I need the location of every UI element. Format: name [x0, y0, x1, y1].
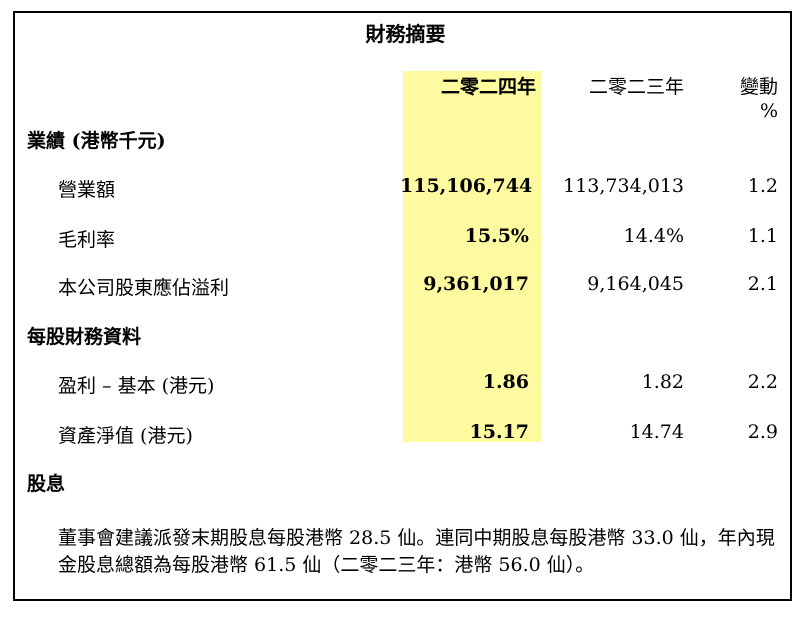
- section-heading-results: 業績 (港幣千元): [27, 130, 166, 152]
- column-header-change-unit: %: [759, 100, 778, 122]
- eps-2023: 1.82: [641, 371, 684, 393]
- page-title: 財務摘要: [365, 22, 446, 46]
- gross-margin-2023: 14.4%: [623, 225, 684, 247]
- column-header-2024: 二零二四年: [440, 76, 536, 98]
- eps-change: 2.2: [747, 371, 778, 393]
- row-label-nav: 資產淨值 (港元): [58, 425, 193, 447]
- row-label-revenue: 營業額: [58, 179, 116, 201]
- nav-2024: 15.17: [469, 421, 530, 443]
- profit-2023: 9,164,045: [587, 273, 684, 295]
- revenue-2023: 113,734,013: [563, 175, 684, 197]
- gross-margin-change: 1.1: [747, 225, 778, 247]
- section-heading-dividend: 股息: [27, 473, 66, 495]
- dividend-paragraph-line-2: 金股息總額為每股港幣 61.5 仙（二零二三年：港幣 56.0 仙）。: [58, 554, 595, 576]
- dividend-paragraph: 董事會建議派發末期股息每股港幣 28.5 仙。連同中期股息每股港幣 33.0 仙…: [58, 525, 793, 579]
- revenue-change: 1.2: [747, 175, 778, 197]
- summary-frame: [13, 11, 792, 601]
- profit-2024: 9,361,017: [423, 273, 529, 295]
- row-label-gross-margin: 毛利率: [58, 229, 116, 251]
- row-label-eps: 盈利 – 基本 (港元): [58, 375, 215, 397]
- revenue-2024: 115,106,744: [400, 175, 533, 197]
- nav-change: 2.9: [747, 421, 778, 443]
- profit-change: 2.1: [747, 273, 778, 295]
- column-header-change: 變動: [739, 76, 778, 98]
- section-heading-per-share: 每股財務資料: [27, 326, 142, 348]
- row-label-profit: 本公司股東應佔溢利: [58, 277, 230, 299]
- nav-2023: 14.74: [629, 421, 684, 443]
- gross-margin-2024: 15.5%: [464, 225, 529, 247]
- column-header-2023: 二零二三年: [588, 76, 684, 98]
- current-year-highlight: [403, 71, 541, 442]
- eps-2024: 1.86: [482, 371, 529, 393]
- dividend-paragraph-line-1: 董事會建議派發末期股息每股港幣 28.5 仙。連同中期股息每股港幣 33.0 仙…: [58, 527, 775, 549]
